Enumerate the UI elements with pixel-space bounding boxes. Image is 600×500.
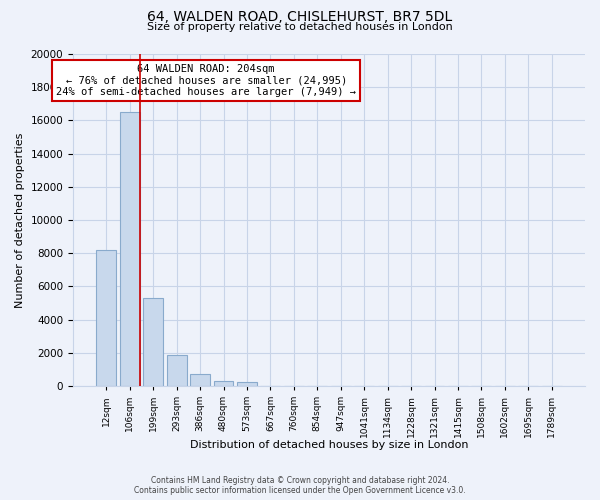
Y-axis label: Number of detached properties: Number of detached properties [15,132,25,308]
Text: 64, WALDEN ROAD, CHISLEHURST, BR7 5DL: 64, WALDEN ROAD, CHISLEHURST, BR7 5DL [148,10,452,24]
Bar [214,382,233,386]
Text: Size of property relative to detached houses in London: Size of property relative to detached ho… [147,22,453,32]
Bar [96,250,116,386]
Text: Contains HM Land Registry data © Crown copyright and database right 2024.
Contai: Contains HM Land Registry data © Crown c… [134,476,466,495]
X-axis label: Distribution of detached houses by size in London: Distribution of detached houses by size … [190,440,468,450]
Bar [120,112,140,386]
Bar [167,356,187,386]
Text: 64 WALDEN ROAD: 204sqm
← 76% of detached houses are smaller (24,995)
24% of semi: 64 WALDEN ROAD: 204sqm ← 76% of detached… [56,64,356,97]
Bar [237,382,257,386]
Bar [143,298,163,386]
Bar [190,374,210,386]
